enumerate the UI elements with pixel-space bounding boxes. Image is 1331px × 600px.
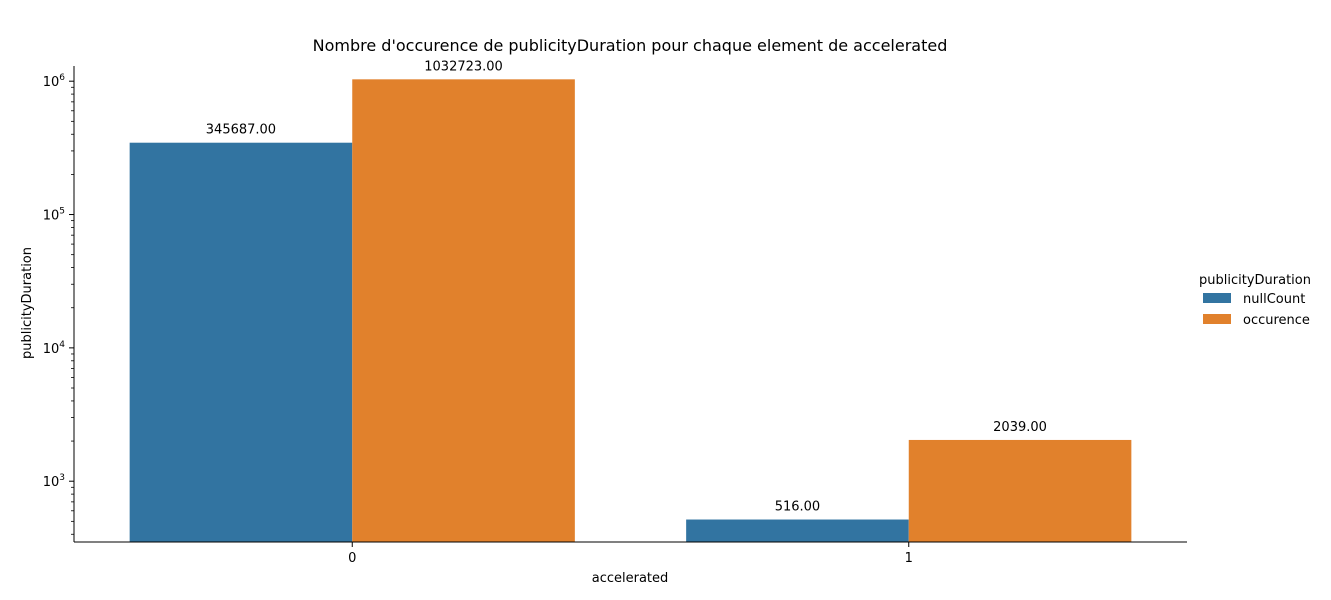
y-tick-label-4: 104 [43, 340, 66, 357]
y-axis-label: publicityDuration [20, 247, 35, 359]
y-tick-label-3: 103 [43, 473, 65, 490]
legend-title: publicityDuration [1199, 273, 1311, 288]
chart-title: Nombre d'occurence de publicityDuration … [313, 36, 948, 55]
bar-label-nullCount-0: 345687.00 [206, 123, 276, 138]
bar-label-occurence-0: 1032723.00 [424, 59, 503, 74]
y-tick-label-5: 105 [43, 207, 65, 224]
x-tick-label-1: 1 [905, 551, 913, 566]
legend: publicityDuration nullCount occurence [1199, 273, 1311, 328]
bar-label-occurence-1: 2039.00 [993, 420, 1047, 435]
bar-label-nullCount-1: 516.00 [775, 500, 821, 515]
bar-nullCount-1 [686, 519, 909, 542]
plot-area: 345687.00 516.00 1032723.00 2039.00 0 1 103 104… [43, 59, 1187, 566]
bar-nullCount-0 [129, 142, 353, 543]
y-tick-label-6: 106 [43, 73, 66, 90]
bar-occurence-1 [908, 439, 1132, 542]
x-tick-label-0: 0 [348, 551, 356, 566]
bar-occurence-0 [352, 79, 575, 542]
legend-swatch-nullCount [1203, 293, 1231, 303]
legend-label-occurence: occurence [1243, 313, 1310, 328]
legend-swatch-occurence [1203, 314, 1231, 324]
legend-label-nullCount: nullCount [1243, 292, 1305, 307]
x-axis-label: accelerated [592, 571, 669, 586]
